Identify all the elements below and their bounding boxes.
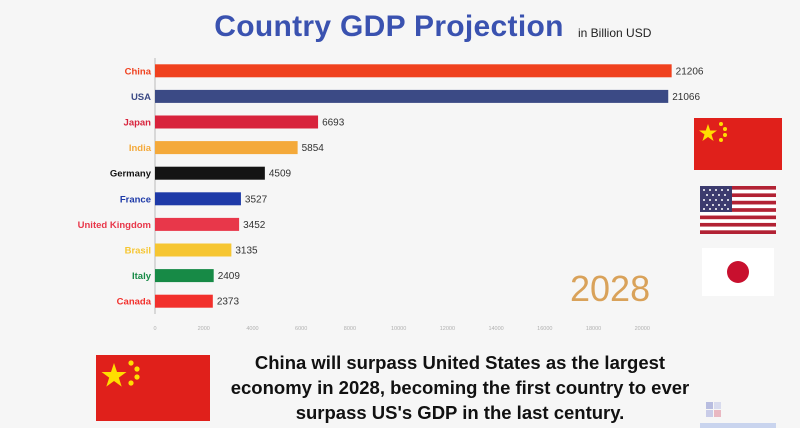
category-label: Brasil xyxy=(125,246,151,257)
bar xyxy=(155,269,214,283)
bar xyxy=(155,89,669,103)
chart-title: Country GDP Projection xyxy=(214,10,564,43)
china-flag-large xyxy=(96,355,210,421)
category-label: Italy xyxy=(132,271,152,282)
value-label: 21066 xyxy=(672,92,700,103)
japan-flag xyxy=(702,248,774,296)
x-tick-label: 10000 xyxy=(391,326,406,332)
bar xyxy=(155,294,213,308)
caption-text: China will surpass United States as the … xyxy=(230,352,690,423)
x-tick-label: 0 xyxy=(153,326,156,332)
value-label: 4509 xyxy=(269,169,292,180)
x-tick-label: 16000 xyxy=(537,326,552,332)
x-tick-label: 4000 xyxy=(246,326,258,332)
x-tick-label: 8000 xyxy=(344,326,356,332)
category-label: United Kingdom xyxy=(78,220,151,231)
value-label: 3452 xyxy=(243,220,266,231)
bar xyxy=(155,64,672,78)
usa-flag xyxy=(700,186,776,234)
category-label: China xyxy=(125,66,152,77)
x-tick-label: 2000 xyxy=(198,326,210,332)
x-tick-label: 6000 xyxy=(295,326,307,332)
value-label: 3135 xyxy=(235,246,258,257)
value-label: 3527 xyxy=(245,194,268,205)
bar xyxy=(155,115,319,129)
value-label: 5854 xyxy=(302,143,325,154)
value-label: 2373 xyxy=(217,297,240,308)
bar xyxy=(155,166,265,180)
bar-chart: China 21206 USA 21066 Japan 6693 India 5854 Germ… xyxy=(78,58,704,332)
category-label: Canada xyxy=(117,297,152,308)
x-tick-label: 18000 xyxy=(586,326,601,332)
value-label: 21206 xyxy=(676,66,704,77)
x-tick-label: 20000 xyxy=(635,326,650,332)
x-tick-label: 14000 xyxy=(488,326,503,332)
bar xyxy=(155,243,232,257)
category-label: India xyxy=(129,143,152,154)
category-label: USA xyxy=(131,92,151,103)
value-label: 2409 xyxy=(218,271,241,282)
value-label: 6693 xyxy=(322,118,345,129)
bar xyxy=(155,141,298,155)
units-note: in Billion USD xyxy=(578,26,652,40)
bar xyxy=(155,192,241,206)
year-label: 2028 xyxy=(570,268,651,309)
bar xyxy=(155,217,240,231)
category-label: Germany xyxy=(110,169,152,180)
category-label: Japan xyxy=(124,118,152,129)
china-flag xyxy=(694,118,782,170)
watermark-logo xyxy=(700,402,776,428)
category-label: France xyxy=(120,194,151,205)
x-tick-label: 12000 xyxy=(440,326,455,332)
